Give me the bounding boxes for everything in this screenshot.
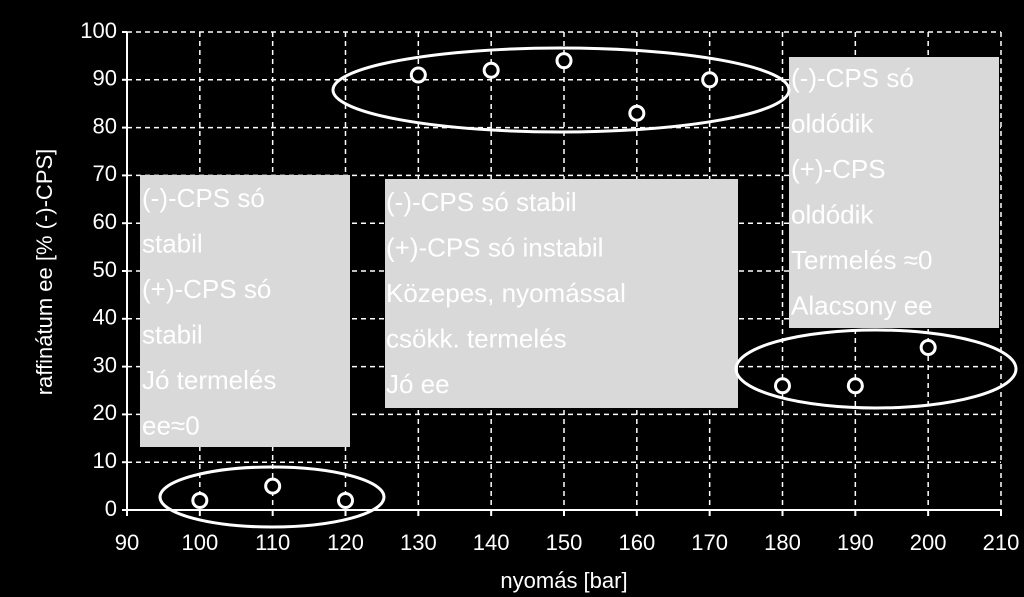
x-tick-label: 100 [181,530,218,555]
annotation-text: Jó termelés [142,365,276,395]
x-tick-label: 90 [115,530,139,555]
point [482,61,500,79]
annotation-text: stabil [142,319,203,349]
y-tick-label: 70 [93,161,117,186]
x-tick-label: 130 [400,530,437,555]
x-tick-label: 190 [837,530,874,555]
x-tick-label: 110 [255,530,290,555]
annotation-text: Termelés ≈0 [791,245,932,275]
point [264,477,282,495]
point [409,66,427,84]
annotation-box [385,179,738,408]
x-tick-label: 120 [327,530,364,555]
annotation-text: csökk. termelés [386,323,567,353]
annotation-text: (+)-CPS [791,154,886,184]
x-tick-label: 170 [691,530,728,555]
point [846,377,864,395]
y-tick-label: 100 [80,18,117,43]
annotation-text: oldódik [791,199,874,229]
point [191,491,209,509]
x-tick-label: 150 [546,530,583,555]
annotation-text: (+)-CPS só instabil [386,232,603,262]
annotation-text: (+)-CPS só [142,274,271,304]
point [919,338,937,356]
point [628,104,646,122]
x-tick-label: 140 [473,530,510,555]
annotation-text: stabil [142,228,203,258]
y-axis-label: raffinátum ee [% (-)-CPS] [32,149,57,396]
annotation-text: (-)-CPS só [142,183,265,213]
annotation-text: Alacsony ee [791,290,933,320]
point [701,71,719,89]
y-tick-label: 40 [93,305,117,330]
annotation-box [789,57,999,328]
annotation-text: Jó ee [386,369,450,399]
x-tick-label: 160 [618,530,655,555]
point [774,377,791,395]
y-tick-label: 20 [93,400,117,425]
group-ellipse [158,465,386,529]
annotation-text: (-)-CPS só stabil [386,187,577,217]
group-ellipse [734,328,1018,410]
annotation-text: (-)-CPS só [791,63,914,93]
y-tick-label: 80 [93,113,117,138]
y-tick-label: 30 [93,352,117,377]
y-tick-label: 90 [93,66,117,91]
point [337,491,354,509]
annotation-text: oldódik [791,108,874,138]
annotation-box [140,175,350,447]
x-axis-label: nyomás [bar] [500,568,627,593]
x-tick-label: 180 [764,530,801,555]
group-ellipse [331,46,791,134]
annotation-text: Közepes, nyomással [386,278,626,308]
point [555,52,573,70]
x-tick-label: 200 [910,530,947,555]
annotation-text: ee≈0 [142,410,200,440]
x-tick-label: 210 [983,530,1020,555]
y-tick-label: 60 [93,209,117,234]
y-tick-label: 50 [93,257,117,282]
y-tick-label: 0 [105,496,117,521]
y-tick-label: 10 [93,448,117,473]
